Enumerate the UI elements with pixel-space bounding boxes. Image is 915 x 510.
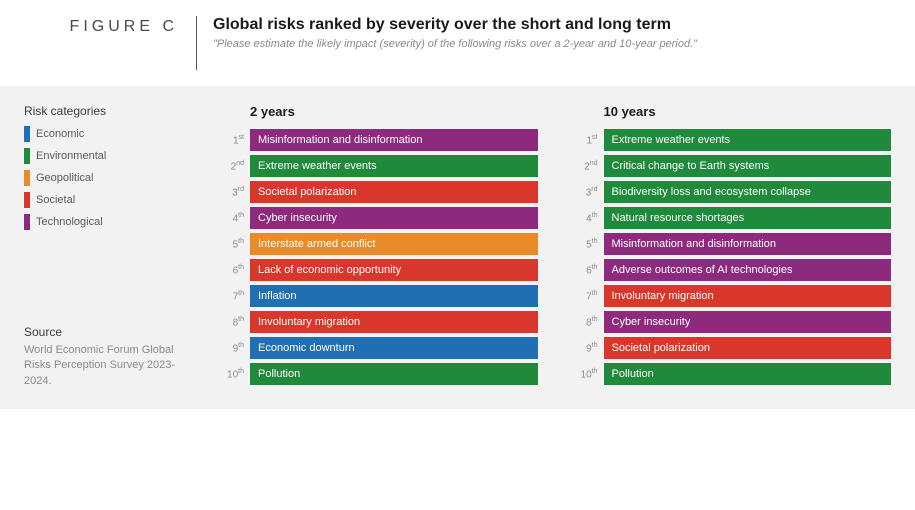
bar-row: 10thPollution [574, 363, 892, 385]
risk-bar: Extreme weather events [604, 129, 892, 151]
header-text: Global risks ranked by severity over the… [197, 16, 915, 50]
risk-bar: Societal polarization [250, 181, 538, 203]
legend: Risk categories Economic Environmental Geo… [24, 104, 200, 236]
rank-label: 10th [574, 368, 604, 380]
bar-row: 6thLack of economic opportunity [220, 259, 538, 281]
rank-label: 7th [220, 290, 250, 302]
risk-bar: Societal polarization [604, 337, 892, 359]
risk-bar: Cyber insecurity [604, 311, 892, 333]
rank-label: 9th [574, 342, 604, 354]
legend-item-environmental: Environmental [24, 148, 200, 164]
legend-item-geopolitical: Geopolitical [24, 170, 200, 186]
figure-subtitle: "Please estimate the likely impact (seve… [213, 38, 915, 50]
bar-row: 4thCyber insecurity [220, 207, 538, 229]
rank-label: 1st [574, 134, 604, 146]
legend-label: Societal [36, 194, 75, 206]
rank-label: 2nd [574, 160, 604, 172]
rank-label: 3rd [220, 186, 250, 198]
legend-swatch [24, 126, 30, 142]
rank-label: 2nd [220, 160, 250, 172]
rank-label: 5th [574, 238, 604, 250]
chart-title: 2 years [220, 104, 538, 119]
bar-row: 8thCyber insecurity [574, 311, 892, 333]
risk-bar: Lack of economic opportunity [250, 259, 538, 281]
rank-label: 4th [574, 212, 604, 224]
figure-header: FIGURE C Global risks ranked by severity… [0, 0, 915, 70]
bar-row: 5thMisinformation and disinformation [574, 233, 892, 255]
bar-row: 3rdSocietal polarization [220, 181, 538, 203]
bar-row: 2ndExtreme weather events [220, 155, 538, 177]
risk-bar: Misinformation and disinformation [604, 233, 892, 255]
chart-column: 2 years 1stMisinformation and disinformat… [220, 104, 538, 389]
legend-item-societal: Societal [24, 192, 200, 208]
rank-label: 6th [574, 264, 604, 276]
legend-title: Risk categories [24, 104, 200, 118]
charts-container: 2 years1stMisinformation and disinformat… [220, 104, 891, 389]
source-block: Source World Economic Forum Global Risks… [24, 305, 200, 389]
legend-label: Geopolitical [36, 172, 93, 184]
figure-title: Global risks ranked by severity over the… [213, 16, 915, 34]
risk-bar: Involuntary migration [250, 311, 538, 333]
figure-body: Risk categories Economic Environmental Geo… [0, 86, 915, 409]
legend-swatch [24, 214, 30, 230]
risk-bar: Inflation [250, 285, 538, 307]
risk-bar: Pollution [250, 363, 538, 385]
rank-label: 3rd [574, 186, 604, 198]
bar-row: 9thEconomic downturn [220, 337, 538, 359]
rank-label: 4th [220, 212, 250, 224]
legend-label: Technological [36, 216, 103, 228]
risk-bar: Adverse outcomes of AI technologies [604, 259, 892, 281]
bar-row: 3rdBiodiversity loss and ecosystem colla… [574, 181, 892, 203]
legend-item-economic: Economic [24, 126, 200, 142]
chart-column: 10 years1stExtreme weather events2ndCrit… [574, 104, 892, 389]
bar-row: 7thInvoluntary migration [574, 285, 892, 307]
rank-label: 10th [220, 368, 250, 380]
left-column: Risk categories Economic Environmental Geo… [24, 104, 220, 389]
rank-label: 7th [574, 290, 604, 302]
risk-bar: Involuntary migration [604, 285, 892, 307]
legend-item-technological: Technological [24, 214, 200, 230]
legend-label: Environmental [36, 150, 106, 162]
risk-bar: Cyber insecurity [250, 207, 538, 229]
risk-bar: Interstate armed conflict [250, 233, 538, 255]
figure-label: FIGURE C [0, 16, 196, 36]
risk-bar: Extreme weather events [250, 155, 538, 177]
legend-swatch [24, 192, 30, 208]
bar-row: 1stMisinformation and disinformation [220, 129, 538, 151]
rank-label: 9th [220, 342, 250, 354]
rank-label: 5th [220, 238, 250, 250]
rank-label: 1st [220, 134, 250, 146]
bar-row: 1stExtreme weather events [574, 129, 892, 151]
risk-bar: Critical change to Earth systems [604, 155, 892, 177]
risk-bar: Economic downturn [250, 337, 538, 359]
chart-title: 10 years [574, 104, 892, 119]
legend-swatch [24, 148, 30, 164]
risk-bar: Biodiversity loss and ecosystem collapse [604, 181, 892, 203]
rank-label: 8th [220, 316, 250, 328]
bar-row: 4thNatural resource shortages [574, 207, 892, 229]
bar-row: 10thPollution [220, 363, 538, 385]
risk-bar: Misinformation and disinformation [250, 129, 538, 151]
bar-row: 7thInflation [220, 285, 538, 307]
risk-bar: Natural resource shortages [604, 207, 892, 229]
bar-row: 2ndCritical change to Earth systems [574, 155, 892, 177]
source-title: Source [24, 325, 200, 339]
source-text: World Economic Forum Global Risks Percep… [24, 343, 200, 389]
bar-row: 5thInterstate armed conflict [220, 233, 538, 255]
legend-swatch [24, 170, 30, 186]
rank-label: 6th [220, 264, 250, 276]
risk-bar: Pollution [604, 363, 892, 385]
bar-row: 8thInvoluntary migration [220, 311, 538, 333]
bar-row: 6thAdverse outcomes of AI technologies [574, 259, 892, 281]
bar-row: 9thSocietal polarization [574, 337, 892, 359]
rank-label: 8th [574, 316, 604, 328]
legend-label: Economic [36, 128, 84, 140]
